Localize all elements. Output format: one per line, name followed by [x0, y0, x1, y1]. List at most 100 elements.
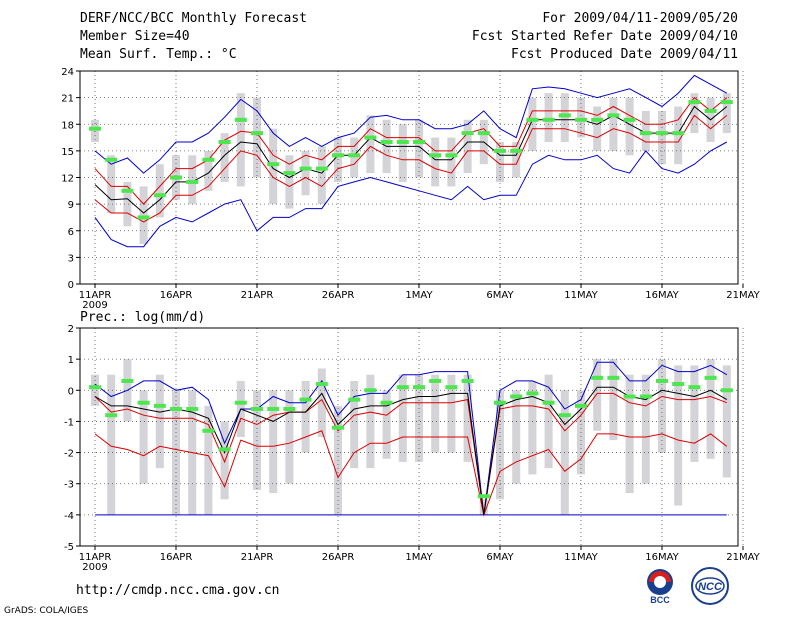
panel1-x-tick-label: 21MAY: [726, 290, 760, 301]
panel2-spread-bar: [625, 374, 634, 494]
panel1-spread-bar: [722, 93, 731, 134]
panel1-x-tick-label: 11MAY: [564, 290, 598, 301]
panel1-y-tick-label: 6: [68, 227, 74, 238]
panel2-spread-bar: [706, 359, 715, 459]
panel2-envelope-max-line: [94, 361, 728, 515]
panel2-observed-marker: [364, 388, 377, 393]
panel1-y-tick-label: 12: [61, 174, 74, 185]
panel2-spread-bar: [593, 359, 602, 431]
panel1-spread-bar: [609, 97, 618, 151]
panel1-mean-line: [94, 105, 728, 214]
panel2-observed-marker: [526, 391, 539, 396]
bcc-logo-text: BCC: [650, 595, 670, 605]
panel2-observed-marker: [380, 400, 393, 405]
panel1-observed-marker: [720, 100, 733, 105]
panel1-spread-bar: [123, 181, 132, 227]
panel2-observed-marker: [137, 400, 150, 405]
panel2-observed-marker: [202, 428, 215, 433]
panel2-frame: [79, 327, 739, 547]
panel1-spread-bar: [398, 124, 407, 182]
panel1-observed-marker: [315, 166, 328, 171]
panel2-observed-marker: [413, 385, 425, 390]
panel1-observed-marker: [332, 153, 344, 158]
panel2-y-tick-label: 1: [68, 355, 74, 366]
panel2-observed-marker: [429, 378, 442, 383]
panel2-observed-marker: [234, 400, 247, 405]
panel1-spread-bar: [253, 97, 261, 178]
panel2-spread-bar: [220, 421, 229, 500]
panel2-observed-marker: [170, 406, 182, 411]
panel2-observed-marker: [121, 378, 134, 383]
panel2-observed-marker: [591, 375, 604, 380]
panel1-observed-marker: [202, 157, 215, 162]
panel2-spread-bar: [350, 380, 359, 469]
panel1-observed-marker: [477, 131, 490, 136]
panel1-x-tick-label: 1MAY: [405, 290, 433, 301]
panel2-spread-bar: [139, 390, 148, 484]
panel2-spread-bar: [674, 365, 683, 506]
panel2-observed-marker: [607, 375, 620, 380]
panel2-observed-marker: [315, 382, 328, 387]
panel2-observed-marker: [396, 385, 409, 390]
panel1-spread-bar: [236, 93, 245, 187]
panel1-observed-marker: [218, 140, 231, 144]
panel2-spread-bar: [269, 390, 278, 494]
panel2-spread-bar: [317, 368, 326, 437]
forecast-period: For 2009/04/11-2009/05/20: [542, 11, 738, 26]
panel1-spread-bar: [107, 155, 116, 213]
panel2-observed-marker: [720, 388, 733, 393]
panel2-x-tick-label: 1MAY: [405, 552, 433, 563]
panel2-observed-marker: [510, 394, 523, 399]
panel2-observed-marker: [445, 385, 458, 390]
source-url[interactable]: http://cmdp.ncc.cma.gov.cn: [76, 583, 280, 598]
ncc-logo: NCC: [691, 567, 729, 605]
panel1-envelope-max-line: [94, 74, 728, 174]
panel1-observed-marker: [672, 131, 685, 136]
panel2-y-tick-label: -4: [64, 511, 74, 522]
panel2-spread-bar: [447, 374, 456, 453]
panel1-spread-bar: [269, 128, 278, 205]
panel1-spread-bar: [366, 115, 375, 174]
panel1-spread-bar: [512, 142, 521, 178]
panel1-x-tick-label: 6MAY: [486, 290, 514, 301]
panel2-band-upper-line: [94, 392, 727, 515]
panel1-observed-marker: [380, 140, 393, 144]
panel1-spread-bar: [285, 155, 294, 209]
panel1-observed-marker: [267, 162, 280, 167]
panel2-x-tick-label: 16MAY: [645, 552, 679, 563]
panel1-spread-bar: [188, 155, 197, 205]
panel1-spread-bar: [301, 150, 310, 196]
panel2-observed-marker: [105, 413, 118, 418]
panel2-spread-bar: [91, 374, 99, 406]
panel1-observed-marker: [688, 100, 701, 105]
panel2-spread-bar: [285, 390, 294, 484]
panel2-observed-marker: [251, 406, 263, 411]
panel1-spread-bar: [625, 97, 634, 156]
panel2-spread-bar: [658, 359, 666, 453]
panel1-observed-marker: [607, 113, 620, 118]
panel1-envelope-min-line: [94, 141, 728, 248]
panel2-spread-bar: [528, 380, 537, 475]
panel1-observed-marker: [121, 188, 134, 193]
panel2-observed-marker: [477, 494, 490, 499]
panel2-x-tick-label: 26APR: [322, 552, 355, 563]
panel2-observed-marker: [575, 403, 587, 408]
panel1-spread-bar: [317, 146, 326, 205]
panel2-observed-marker: [639, 394, 652, 399]
panel1-x-year-label: 2009: [82, 300, 107, 311]
panel2-observed-marker: [89, 385, 101, 390]
panel1-spread-bar: [155, 164, 164, 218]
panel1-spread-bar: [658, 110, 666, 165]
panel2-observed-marker: [672, 382, 685, 387]
grads-credit: GrADS: COLA/IGES: [4, 606, 89, 616]
panel1-spread-bar: [220, 133, 229, 182]
panel2-band-lower-line: [94, 430, 728, 517]
panel1-observed-marker: [542, 117, 555, 122]
panel1-observed-marker: [137, 215, 150, 220]
panel1-observed-marker: [623, 117, 636, 122]
panel2-spread-bar: [431, 374, 440, 453]
panel2-spread-bar: [382, 390, 391, 459]
panel1-observed-marker: [234, 117, 247, 122]
panel2-spread-bar: [479, 499, 488, 515]
